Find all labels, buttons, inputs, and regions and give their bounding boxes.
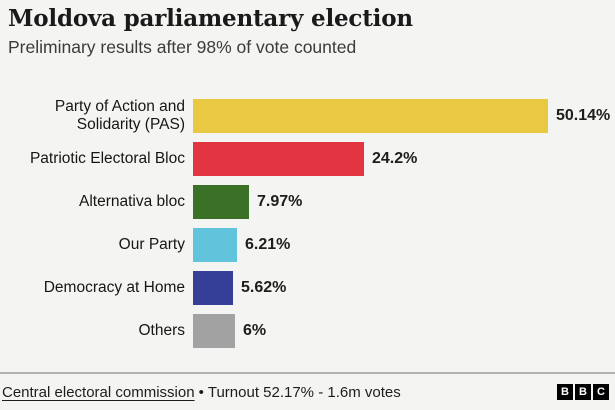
bbc-logo-block: C [593, 384, 609, 400]
bar-row: Our Party 6.21% [0, 223, 615, 266]
bar-others [193, 313, 235, 348]
bar-value-label: 7.97% [257, 192, 303, 210]
bar-democracy-at-home [193, 270, 233, 305]
bar-row: Party of Action and Solidarity (PAS) 50.… [0, 94, 615, 137]
source-line: Central electoral commission • Turnout 52.… [2, 384, 401, 401]
bar-category-label: Our Party [118, 235, 185, 253]
bar-patriotic-bloc [193, 141, 364, 176]
bar-value-label: 24.2% [372, 149, 418, 167]
bbc-logo-block: B [575, 384, 591, 400]
bar-pas [193, 98, 548, 133]
bar-category-label: Democracy at Home [43, 278, 185, 296]
chart-title: Moldova parliamentary election [8, 5, 413, 32]
bar-category-label: Party of Action and Solidarity (PAS) [54, 98, 185, 133]
bar-value-label: 6.21% [245, 235, 291, 253]
source-separator: • [198, 383, 204, 401]
bbc-logo-block: B [557, 384, 573, 400]
bbc-logo: B B C [557, 384, 609, 400]
bar-value-label: 6% [243, 321, 267, 339]
bar-row: Patriotic Electoral Bloc 24.2% [0, 137, 615, 180]
bar-category-label: Patriotic Electoral Bloc [29, 149, 185, 167]
bar-our-party [193, 227, 237, 262]
bar-value-label: 50.14% [556, 106, 611, 124]
bar-chart: Party of Action and Solidarity (PAS) 50.… [0, 94, 615, 352]
bar-row: Democracy at Home 5.62% [0, 266, 615, 309]
turnout-note: Turnout 52.17% - 1.6m votes [207, 383, 401, 401]
bar-row: Others 6% [0, 309, 615, 352]
footer: Central electoral commission • Turnout 52.… [0, 374, 615, 410]
bar-alternativa [193, 184, 249, 219]
chart-subtitle: Preliminary results after 98% of vote co… [8, 37, 357, 57]
bar-category-label: Alternativa bloc [79, 192, 185, 210]
footer-divider [0, 372, 615, 374]
bar-row: Alternativa bloc 7.97% [0, 180, 615, 223]
bar-category-label: Others [138, 321, 185, 339]
source-link[interactable]: Central electoral commission [2, 383, 195, 401]
bar-value-label: 5.62% [241, 278, 287, 296]
